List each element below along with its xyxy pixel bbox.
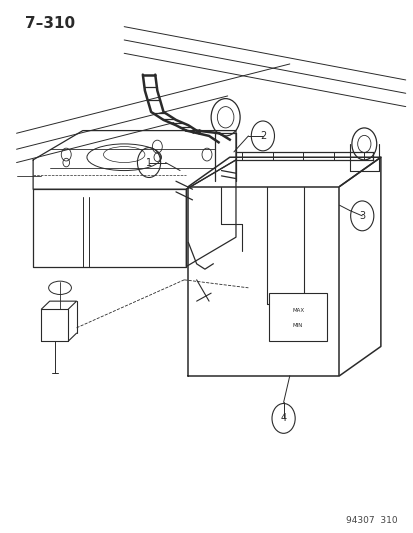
Text: 7–310: 7–310 — [25, 16, 75, 31]
Text: 4: 4 — [280, 414, 286, 423]
Text: MAX: MAX — [291, 308, 304, 313]
Text: 3: 3 — [358, 211, 364, 221]
Text: MIN: MIN — [292, 323, 303, 328]
FancyBboxPatch shape — [268, 293, 326, 341]
Text: 1: 1 — [146, 158, 152, 167]
Text: 94307  310: 94307 310 — [345, 516, 396, 525]
Text: 2: 2 — [259, 131, 266, 141]
